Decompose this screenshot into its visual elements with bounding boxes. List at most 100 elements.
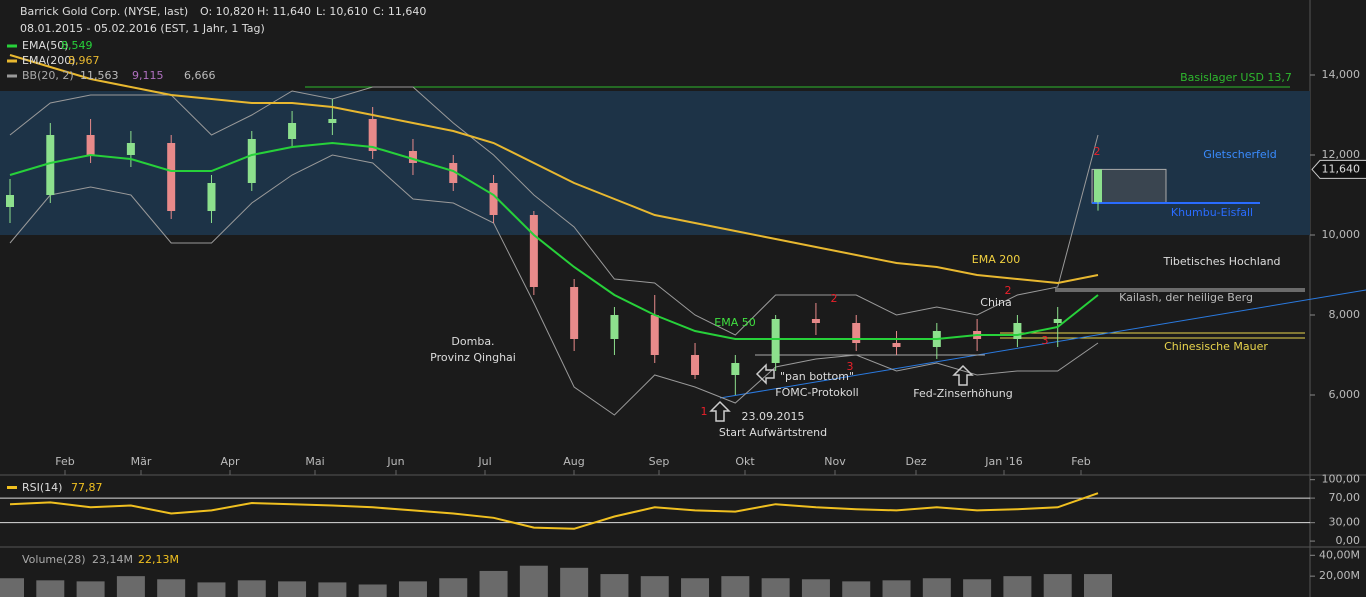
- legend-value: 77,87: [71, 481, 103, 494]
- volume-bar: [116, 576, 145, 597]
- legend-label: BB(20, 2): [22, 69, 74, 82]
- volume-bar: [922, 578, 951, 597]
- legend-value: 8,549: [61, 39, 93, 52]
- x-tick-label: Aug: [563, 455, 584, 468]
- x-tick-label: Mai: [305, 455, 324, 468]
- wave-label: 3: [1042, 334, 1049, 347]
- legend-value: 9,115: [132, 69, 164, 82]
- wave-label: 1: [701, 405, 708, 418]
- candle-body: [207, 183, 216, 211]
- ohlc: L: 10,610: [316, 5, 368, 18]
- wave-label: 2: [1005, 284, 1012, 297]
- x-tick-label: Jul: [477, 455, 491, 468]
- legend-value: 6,666: [184, 69, 216, 82]
- candle-body: [570, 287, 579, 339]
- y-tick-label: 12,000: [1322, 148, 1361, 161]
- legend-swatch: [7, 74, 17, 78]
- volume-bar: [1043, 574, 1072, 597]
- legend-value: 11,563: [80, 69, 119, 82]
- volume-bar: [519, 565, 548, 597]
- ohlc: H: 11,640: [257, 5, 311, 18]
- annotation: Tibetisches Hochland: [1162, 255, 1280, 268]
- volume-bar: [318, 582, 347, 597]
- volume-bar: [801, 579, 830, 597]
- y-tick-label: 14,000: [1322, 68, 1361, 81]
- legend-value: 23,14M: [92, 553, 133, 566]
- candle-body: [610, 315, 619, 339]
- candle-body: [1013, 323, 1022, 339]
- rsi-line: [9, 492, 1099, 530]
- wave-label: 2: [831, 292, 838, 305]
- last-price-tag: [1311, 159, 1366, 179]
- candle-body: [247, 139, 256, 183]
- zone: [0, 91, 1310, 235]
- volume-bar: [197, 582, 226, 597]
- bollinger-band: [9, 154, 1099, 416]
- y-tick-label: 100,00: [1322, 473, 1361, 486]
- annotation: FOMC-Protokoll: [775, 386, 858, 399]
- volume-bar: [963, 579, 992, 597]
- volume-bar: [278, 581, 307, 597]
- annotation: Fed-Zinserhöhung: [913, 387, 1012, 400]
- box: [1091, 168, 1167, 204]
- box-label: Gletscherfeld: [1203, 148, 1276, 161]
- candle-body: [449, 163, 458, 183]
- ohlc: C: 11,640: [373, 5, 426, 18]
- y-tick-label: 20,00M: [1319, 569, 1360, 582]
- annotation: Provinz Qinghai: [430, 351, 516, 364]
- chart-title: Barrick Gold Corp. (NYSE, last): [20, 5, 188, 18]
- x-tick-label: Nov: [824, 455, 846, 468]
- x-tick-label: Apr: [220, 455, 240, 468]
- legend-swatch: [7, 44, 17, 48]
- candle-body: [368, 119, 377, 151]
- volume-bar: [640, 576, 669, 597]
- candle-body: [892, 343, 901, 347]
- level-label: Kailash, der heilige Berg: [1119, 291, 1253, 304]
- bollinger-band: [9, 86, 1099, 336]
- level-label: Khumbu-Eisfall: [1171, 206, 1253, 219]
- legend-value: 22,13M: [138, 553, 179, 566]
- legend-label: EMA(200): [22, 54, 76, 67]
- volume-bar: [479, 570, 508, 597]
- wave-label: 2: [1094, 145, 1101, 158]
- legend-label: RSI(14): [22, 481, 62, 494]
- volume-bar: [398, 581, 427, 597]
- volume-bar: [36, 580, 65, 597]
- volume-bar: [0, 578, 24, 597]
- volume-bar: [882, 580, 911, 597]
- x-tick-label: Okt: [735, 455, 755, 468]
- volume-bar: [761, 578, 790, 597]
- ohlc: O: 10,820: [200, 5, 254, 18]
- x-tick-label: Dez: [905, 455, 926, 468]
- candle-body: [489, 183, 498, 215]
- volume-bar: [721, 576, 750, 597]
- candle-body: [86, 135, 95, 155]
- ema-line: [9, 141, 1099, 340]
- annotation: 23.09.2015: [742, 410, 805, 423]
- y-tick-label: 6,000: [1329, 388, 1361, 401]
- x-tick-label: Feb: [55, 455, 74, 468]
- x-tick-label: Sep: [649, 455, 670, 468]
- legend-swatch: [7, 486, 17, 489]
- trend-line: [719, 289, 1366, 399]
- candle-body: [126, 143, 135, 155]
- x-tick-label: Jun: [386, 455, 404, 468]
- candle-body: [731, 363, 740, 375]
- main-layer: 14,000 12,000 10,000 8,000 6,000 100,00 70,00 3…: [0, 39, 1366, 597]
- candle-body: [811, 319, 820, 323]
- candle-body: [650, 315, 659, 355]
- x-tick-label: Mär: [131, 455, 152, 468]
- x-tick-label: Jan '16: [984, 455, 1022, 468]
- candle-body: [6, 195, 14, 207]
- volume-bar: [76, 581, 105, 597]
- legend-label: EMA(50): [22, 39, 69, 52]
- volume-bar: [681, 578, 710, 597]
- legend-value: 8,967: [68, 54, 100, 67]
- y-tick-label: 40,00M: [1319, 548, 1360, 561]
- legend-label: Volume(28): [22, 553, 86, 566]
- volume-bar: [237, 580, 266, 597]
- volume-bar: [560, 567, 589, 597]
- volume-bar: [157, 579, 186, 597]
